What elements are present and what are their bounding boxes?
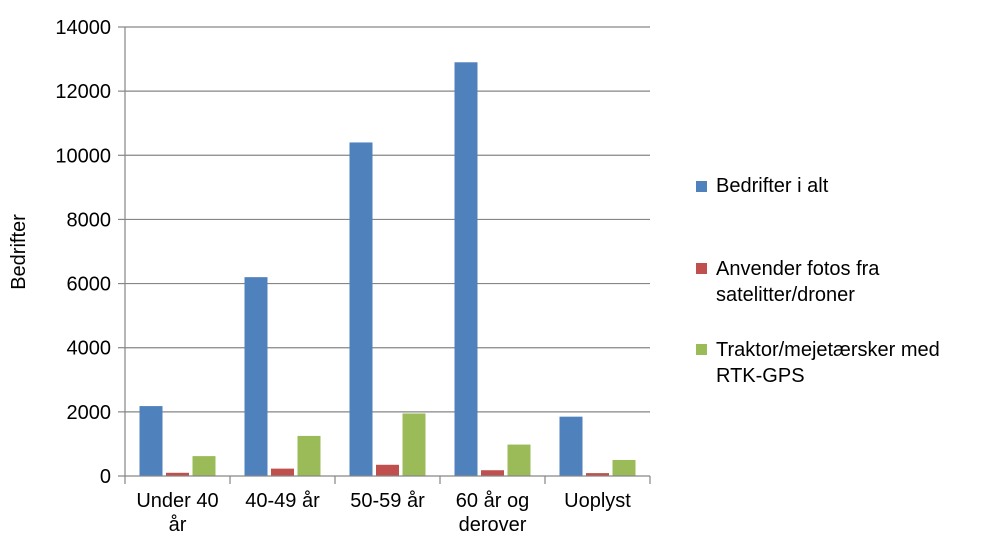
legend-label: satelitter/droner xyxy=(716,284,855,306)
bar xyxy=(166,472,189,476)
y-tick-label: 12000 xyxy=(55,81,111,103)
x-category-label: Under 40 xyxy=(136,490,218,512)
y-tick-label: 8000 xyxy=(67,209,112,231)
legend-swatch xyxy=(696,344,707,355)
x-category-label: år xyxy=(169,514,187,536)
legend: Bedrifter i alt Anvender fotos fra satelit… xyxy=(696,175,940,387)
axes xyxy=(118,26,651,484)
bar xyxy=(559,416,583,476)
y-tick-label: 10000 xyxy=(55,145,111,167)
bar xyxy=(402,413,426,476)
x-category-label: 40-49 år xyxy=(245,490,320,512)
bar xyxy=(481,470,504,476)
y-tick-label: 4000 xyxy=(67,338,112,360)
y-tick-label: 2000 xyxy=(67,402,112,424)
x-category-label: derover xyxy=(459,514,527,536)
axis-labels: 0 2000 4000 6000 8000 10000 12000 14000 Under 40… xyxy=(55,17,631,536)
gridlines xyxy=(125,26,650,413)
y-tick-label: 0 xyxy=(100,466,111,488)
bar xyxy=(612,459,636,476)
bar xyxy=(271,468,294,476)
legend-label: RTK-GPS xyxy=(716,365,805,387)
legend-swatch xyxy=(696,181,707,192)
bar xyxy=(349,142,373,476)
legend-swatch xyxy=(696,263,707,274)
bar xyxy=(376,464,399,476)
bars xyxy=(139,62,636,477)
bar xyxy=(586,473,609,476)
legend-label: Anvender fotos fra xyxy=(716,258,880,280)
y-tick-label: 6000 xyxy=(67,274,112,296)
bar xyxy=(244,277,268,476)
y-tick-label: 14000 xyxy=(55,17,111,39)
bar xyxy=(507,444,531,476)
bar xyxy=(297,435,321,476)
x-category-label: 50-59 år xyxy=(350,490,425,512)
legend-label: Traktor/mejetærsker med xyxy=(716,339,940,361)
x-category-label: 60 år og xyxy=(456,490,529,512)
bar xyxy=(192,456,216,476)
legend-label: Bedrifter i alt xyxy=(716,175,829,197)
y-axis-title: Bedrifter xyxy=(8,214,30,290)
bar xyxy=(454,62,478,477)
bar xyxy=(139,406,163,476)
x-category-label: Uoplyst xyxy=(564,490,631,512)
